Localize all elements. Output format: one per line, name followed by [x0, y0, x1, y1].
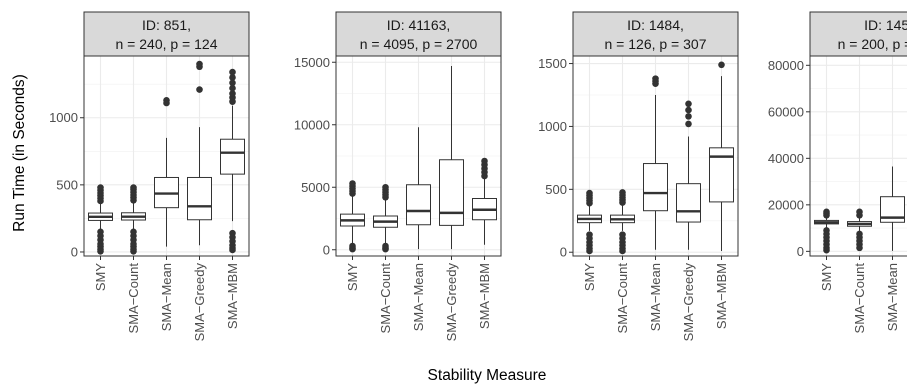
y-tick-label: 5000 [301, 180, 330, 195]
y-tick-label: 15000 [294, 55, 330, 70]
outlier-point [685, 106, 692, 114]
y-tick-label: 0 [797, 244, 804, 259]
outlier-point [685, 120, 692, 128]
x-tick-label: SMA−Mean [411, 263, 426, 331]
x-tick-label: SMA−Greedy [192, 263, 207, 342]
outlier-point [586, 247, 593, 255]
facet-title-line2: n = 200, p = 9961 [838, 36, 907, 52]
outlier-point [685, 100, 692, 108]
x-tick-label: SMA−Count [852, 263, 867, 334]
y-tick-label: 500 [56, 177, 78, 192]
outlier-point [97, 184, 104, 191]
outlier-point [229, 79, 236, 87]
facet-panel: ID: 1484, n = 126, p = 307 0 500 1000 1500 SMY… [538, 11, 739, 342]
outlier-point [619, 247, 626, 255]
outlier-point [823, 208, 830, 216]
outlier-point [382, 245, 389, 253]
x-tick-label: SMA−Mean [159, 263, 174, 331]
facet-panel: ID: 41163, n = 4095, p = 2700 0 5000 10000 15… [294, 11, 502, 342]
facet-strip [809, 11, 907, 57]
facet-title-line1: ID: 1458, [864, 17, 907, 33]
x-tick-label: SMA−MBM [477, 263, 492, 329]
facet-title-line2: n = 4095, p = 2700 [360, 36, 478, 52]
y-tick-label: 1500 [538, 56, 567, 71]
x-tick-label: SMA−Count [615, 263, 630, 334]
y-tick-label: 10000 [294, 117, 330, 132]
x-tick-label: SMA−MBM [225, 263, 240, 329]
outlier-point [349, 180, 356, 187]
y-tick-label: 80000 [768, 58, 804, 73]
y-tick-label: 60000 [768, 104, 804, 119]
facet-title-line1: ID: 851, [142, 17, 191, 33]
facet-panels: ID: 851, n = 240, p = 124 0 500 1000 SMY SMA−C… [49, 11, 907, 342]
y-tick-label: 0 [323, 242, 330, 257]
outlier-point [619, 189, 626, 196]
x-tick-label: SMA−Greedy [681, 263, 696, 342]
facet-title-line1: ID: 1484, [627, 17, 684, 33]
facet-strip [335, 11, 502, 57]
box [676, 183, 701, 223]
facet-panel: ID: 1458, n = 200, p = 9961 0 20000 40000 600… [768, 11, 907, 334]
y-tick-label: 500 [545, 182, 567, 197]
outlier-point [685, 113, 692, 120]
outlier-point [196, 86, 203, 93]
outlier-point [718, 61, 725, 69]
y-tick-label: 1000 [49, 110, 78, 125]
outlier-point [856, 244, 863, 252]
outlier-point [586, 189, 593, 197]
x-tick-label: SMY [93, 263, 108, 292]
box [439, 159, 464, 226]
facet-title-line2: n = 126, p = 307 [605, 36, 707, 52]
outlier-point [382, 183, 389, 191]
x-tick-label: SMY [345, 263, 360, 292]
outlier-point [652, 75, 659, 82]
outlier-point [97, 248, 104, 255]
outlier-point [481, 157, 488, 165]
x-tick-label: SMY [819, 263, 834, 292]
outlier-point [229, 84, 236, 92]
box [220, 138, 245, 175]
outlier-point [229, 90, 236, 97]
x-tick-label: SMA−Mean [885, 263, 900, 331]
outlier-point [856, 208, 863, 216]
x-axis-label: Stability Measure [428, 367, 547, 384]
x-tick-label: SMY [582, 263, 597, 292]
outlier-point [163, 99, 170, 107]
box [187, 176, 212, 221]
y-tick-label: 40000 [768, 151, 804, 166]
x-tick-label: SMA−Greedy [444, 263, 459, 342]
x-tick-label: SMA−MBM [714, 263, 729, 329]
y-tick-label: 20000 [768, 197, 804, 212]
y-tick-label: 0 [560, 245, 567, 260]
outlier-point [349, 245, 356, 253]
outlier-point [229, 68, 236, 76]
y-axis-label: Run Time (in Seconds) [11, 74, 28, 232]
facet-strip [83, 11, 250, 57]
y-tick-label: 0 [71, 244, 78, 259]
y-tick-label: 1000 [538, 119, 567, 134]
box [643, 163, 668, 212]
outlier-point [229, 246, 236, 254]
outlier-point [196, 63, 203, 71]
box [406, 184, 431, 226]
x-tick-label: SMA−Count [378, 263, 393, 334]
facet-title-line1: ID: 41163, [387, 17, 451, 33]
outlier-point [130, 184, 137, 191]
x-tick-label: SMA−Mean [648, 263, 663, 331]
facet-strip [572, 11, 739, 57]
outlier-point [823, 246, 830, 254]
outlier-point [229, 74, 236, 81]
outlier-point [130, 248, 137, 255]
x-tick-label: SMA−Count [126, 263, 141, 334]
facet-title-line2: n = 240, p = 124 [116, 36, 218, 52]
facet-panel: ID: 851, n = 240, p = 124 0 500 1000 SMY SMA−C… [49, 11, 250, 342]
